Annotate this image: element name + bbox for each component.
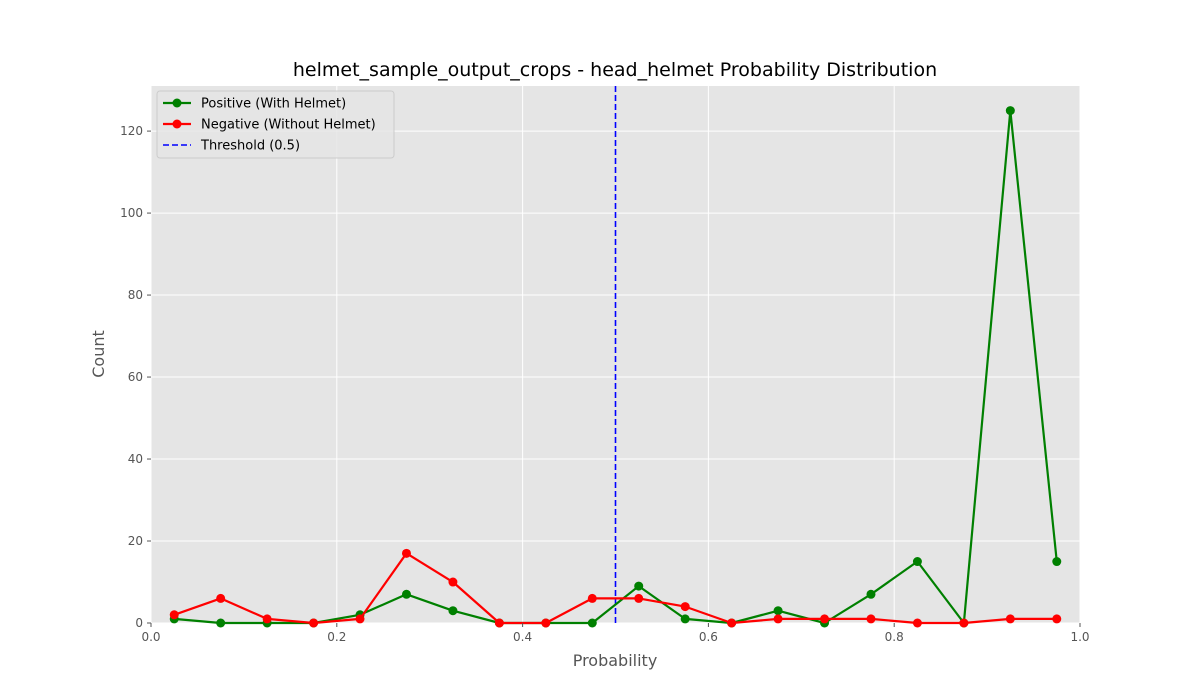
data-point (820, 614, 830, 624)
data-point (216, 618, 226, 628)
legend-item: Threshold (0.5) (163, 139, 300, 154)
legend-item: Positive (With Helmet) (163, 97, 346, 112)
series-negative (169, 548, 1062, 628)
data-point (309, 618, 319, 628)
data-point (401, 548, 411, 558)
legend-item: Negative (Without Helmet) (163, 118, 376, 133)
data-point (866, 614, 876, 624)
y-axis-title: Count (89, 330, 108, 378)
data-point (1005, 614, 1015, 624)
series-line (173, 552, 1057, 625)
x-tick-label: 0.0 (141, 630, 160, 644)
tick-labels: 0.0 0.2 0.4 0.6 0.8 1.0 0 20 40 60 80 100 120 (120, 124, 1089, 644)
data-point (866, 589, 876, 599)
data-point (1005, 106, 1015, 116)
x-tick-label: 0.8 (885, 630, 904, 644)
x-axis-title: Probability (573, 651, 658, 670)
legend-label: Negative (Without Helmet) (201, 118, 376, 133)
x-tick-label: 0.4 (513, 630, 532, 644)
data-point (634, 593, 644, 603)
data-point (169, 610, 179, 620)
data-point (727, 618, 737, 628)
data-point (1052, 557, 1062, 567)
data-point (448, 577, 458, 587)
x-tick-label: 0.2 (327, 630, 346, 644)
y-tick-label: 20 (128, 534, 143, 548)
x-tick-label: 0.6 (699, 630, 718, 644)
data-point (401, 589, 411, 599)
data-point (541, 618, 551, 628)
data-point (912, 618, 922, 628)
legend-swatch-marker (172, 98, 182, 108)
data-point (494, 618, 504, 628)
legend-label: Threshold (0.5) (200, 139, 300, 154)
data-point (587, 593, 597, 603)
series-layer (169, 106, 1062, 628)
y-tick-label: 0 (135, 616, 143, 630)
y-tick-label: 40 (128, 452, 143, 466)
y-tick-label: 120 (120, 124, 143, 138)
data-point (262, 614, 272, 624)
data-point (773, 606, 783, 616)
data-point (680, 602, 690, 612)
data-point (355, 614, 365, 624)
data-point (1052, 614, 1062, 624)
legend-swatch-marker (172, 119, 182, 129)
data-point (773, 614, 783, 624)
chart-title: helmet_sample_output_crops - head_helmet… (293, 59, 937, 81)
y-tick-label: 80 (128, 288, 143, 302)
legend-box (156, 90, 395, 159)
data-point (912, 557, 922, 567)
y-tick-label: 60 (128, 370, 143, 384)
data-point (587, 618, 597, 628)
data-point (680, 614, 690, 624)
legend-label: Positive (With Helmet) (201, 97, 346, 112)
data-point (448, 606, 458, 616)
y-tick-label: 100 (120, 206, 143, 220)
x-tick-label: 1.0 (1070, 630, 1089, 644)
legend: Positive (With Helmet) Negative (Without … (156, 90, 395, 159)
data-point (959, 618, 969, 628)
data-point (216, 593, 226, 603)
plot-background (151, 86, 1080, 623)
data-point (634, 581, 644, 591)
